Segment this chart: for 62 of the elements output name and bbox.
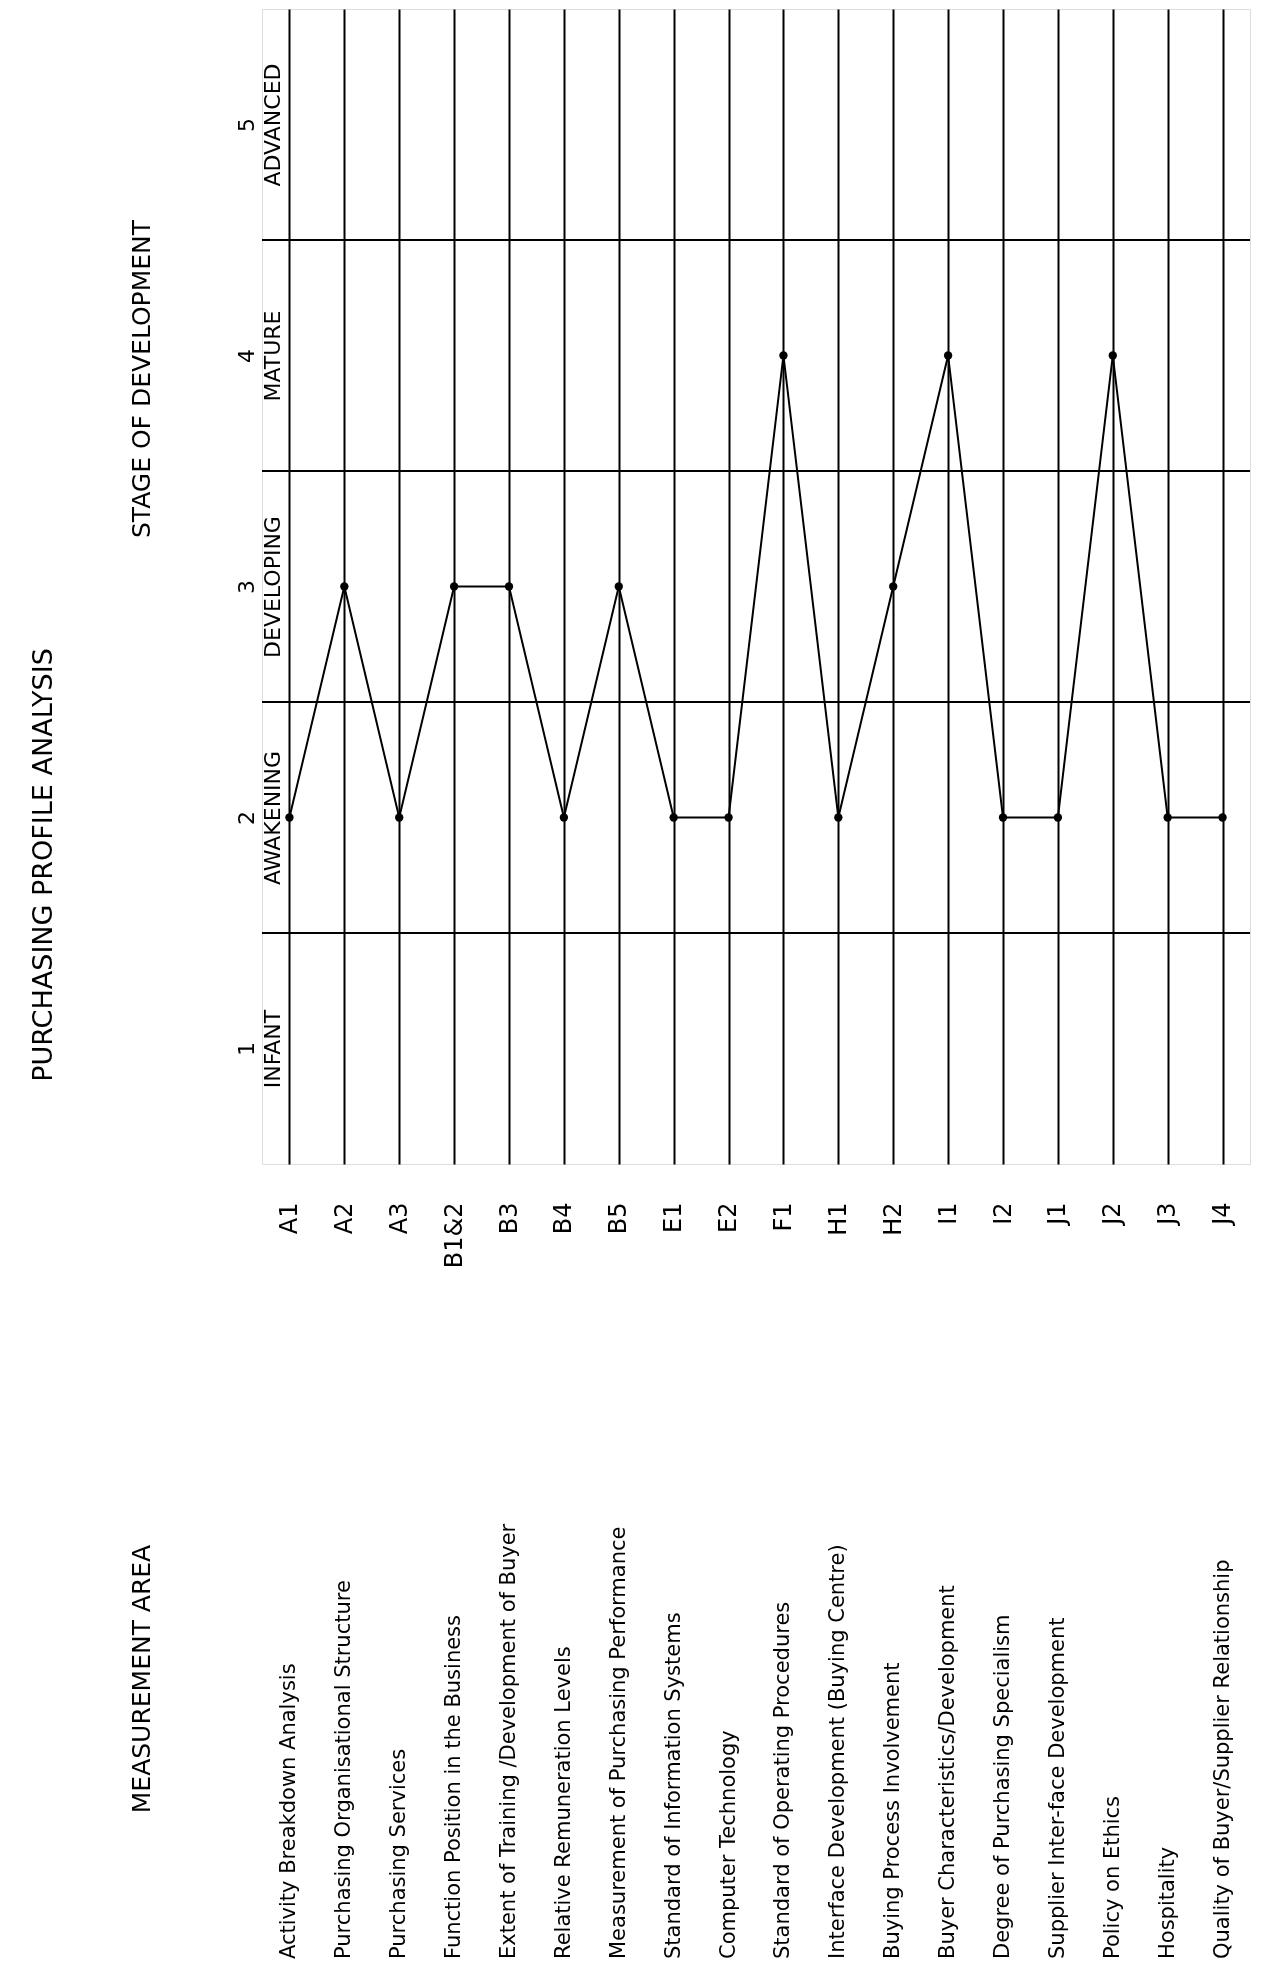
text: Policy on Ethics bbox=[1099, 1795, 1124, 1959]
x-tick-label: B1&2 bbox=[439, 1202, 468, 1269]
point bbox=[889, 582, 898, 591]
y-axis-title: STAGE OF DEVELOPMENT bbox=[127, 219, 156, 539]
text: Relative Remuneration Levels bbox=[550, 1646, 575, 1959]
point bbox=[834, 813, 843, 822]
x-tick-label: E1 bbox=[659, 1202, 688, 1233]
point bbox=[1108, 351, 1117, 360]
point bbox=[998, 813, 1008, 822]
point bbox=[943, 351, 953, 360]
text: Degree of Purchasing Specialism bbox=[990, 1614, 1014, 1959]
text: Purchasing Services bbox=[386, 1748, 411, 1959]
text: Hospitality bbox=[1154, 1846, 1179, 1959]
y-tick-label: 5 ADVANCED bbox=[233, 63, 285, 187]
text: Buying Process Involvement bbox=[880, 1662, 905, 1959]
text: Extent of Training /Development of Buyer bbox=[496, 1523, 520, 1959]
text: Purchasing Organisational Structure bbox=[331, 1580, 356, 1959]
point bbox=[1053, 813, 1063, 822]
x-tick-label: J4 bbox=[1208, 1202, 1237, 1227]
x-tick-label: B4 bbox=[549, 1202, 578, 1235]
point bbox=[504, 582, 514, 591]
point bbox=[559, 813, 569, 822]
text: Buyer Characteristics/Development bbox=[935, 1585, 960, 1959]
text: Quality of Buyer/Supplier Relationship bbox=[1209, 1559, 1234, 1959]
x-tick-label: A1 bbox=[274, 1202, 303, 1235]
y-tick-label: 2 AWAKENING bbox=[233, 750, 285, 886]
point bbox=[395, 813, 404, 822]
point bbox=[285, 813, 294, 822]
x-tick-label: H2 bbox=[878, 1202, 907, 1236]
text: PURCHASING PROFILE ANALYSIS bbox=[27, 648, 58, 1082]
x-tick-label: A3 bbox=[384, 1202, 413, 1235]
x-tick-label: E2 bbox=[714, 1202, 743, 1233]
x-tick-label: J3 bbox=[1153, 1202, 1182, 1227]
x-tick-label: B3 bbox=[494, 1202, 523, 1235]
point bbox=[340, 582, 349, 591]
x-tick-label: I2 bbox=[988, 1202, 1017, 1225]
y-tick-label: 4 MATURE bbox=[233, 310, 285, 402]
point bbox=[614, 582, 623, 591]
x-tick-label: F1 bbox=[768, 1202, 797, 1232]
x-tick-label: J2 bbox=[1098, 1202, 1127, 1227]
text: MEASUREMENT AREA bbox=[127, 1544, 156, 1814]
text: Activity Breakdown Analysis bbox=[276, 1663, 301, 1959]
point bbox=[669, 813, 678, 822]
x-tick-label: I1 bbox=[933, 1202, 962, 1225]
x-tick-label: J1 bbox=[1043, 1202, 1072, 1227]
text: Measurement of Purchasing Performance bbox=[605, 1526, 630, 1959]
x-tick-label: A2 bbox=[329, 1202, 358, 1235]
point bbox=[449, 582, 459, 591]
point bbox=[724, 813, 733, 822]
text: Standard of Operating Procedures bbox=[770, 1601, 795, 1959]
y-tick-label: 1 INFANT bbox=[233, 1009, 285, 1089]
text: Supplier Inter-face Development bbox=[1044, 1617, 1069, 1959]
x-tick-label: B5 bbox=[604, 1202, 633, 1235]
x-tick-label: H1 bbox=[823, 1202, 852, 1236]
y-tick-label: 3 DEVELOPING bbox=[233, 516, 285, 658]
point bbox=[1163, 813, 1172, 822]
text: Computer Technology bbox=[715, 1730, 740, 1959]
text: Function Position in the Business bbox=[441, 1615, 466, 1959]
text: Standard of Information Systems bbox=[660, 1612, 685, 1959]
text: Interface Development (Buying Centre) bbox=[825, 1544, 850, 1959]
point bbox=[1218, 813, 1227, 822]
point bbox=[779, 351, 788, 360]
